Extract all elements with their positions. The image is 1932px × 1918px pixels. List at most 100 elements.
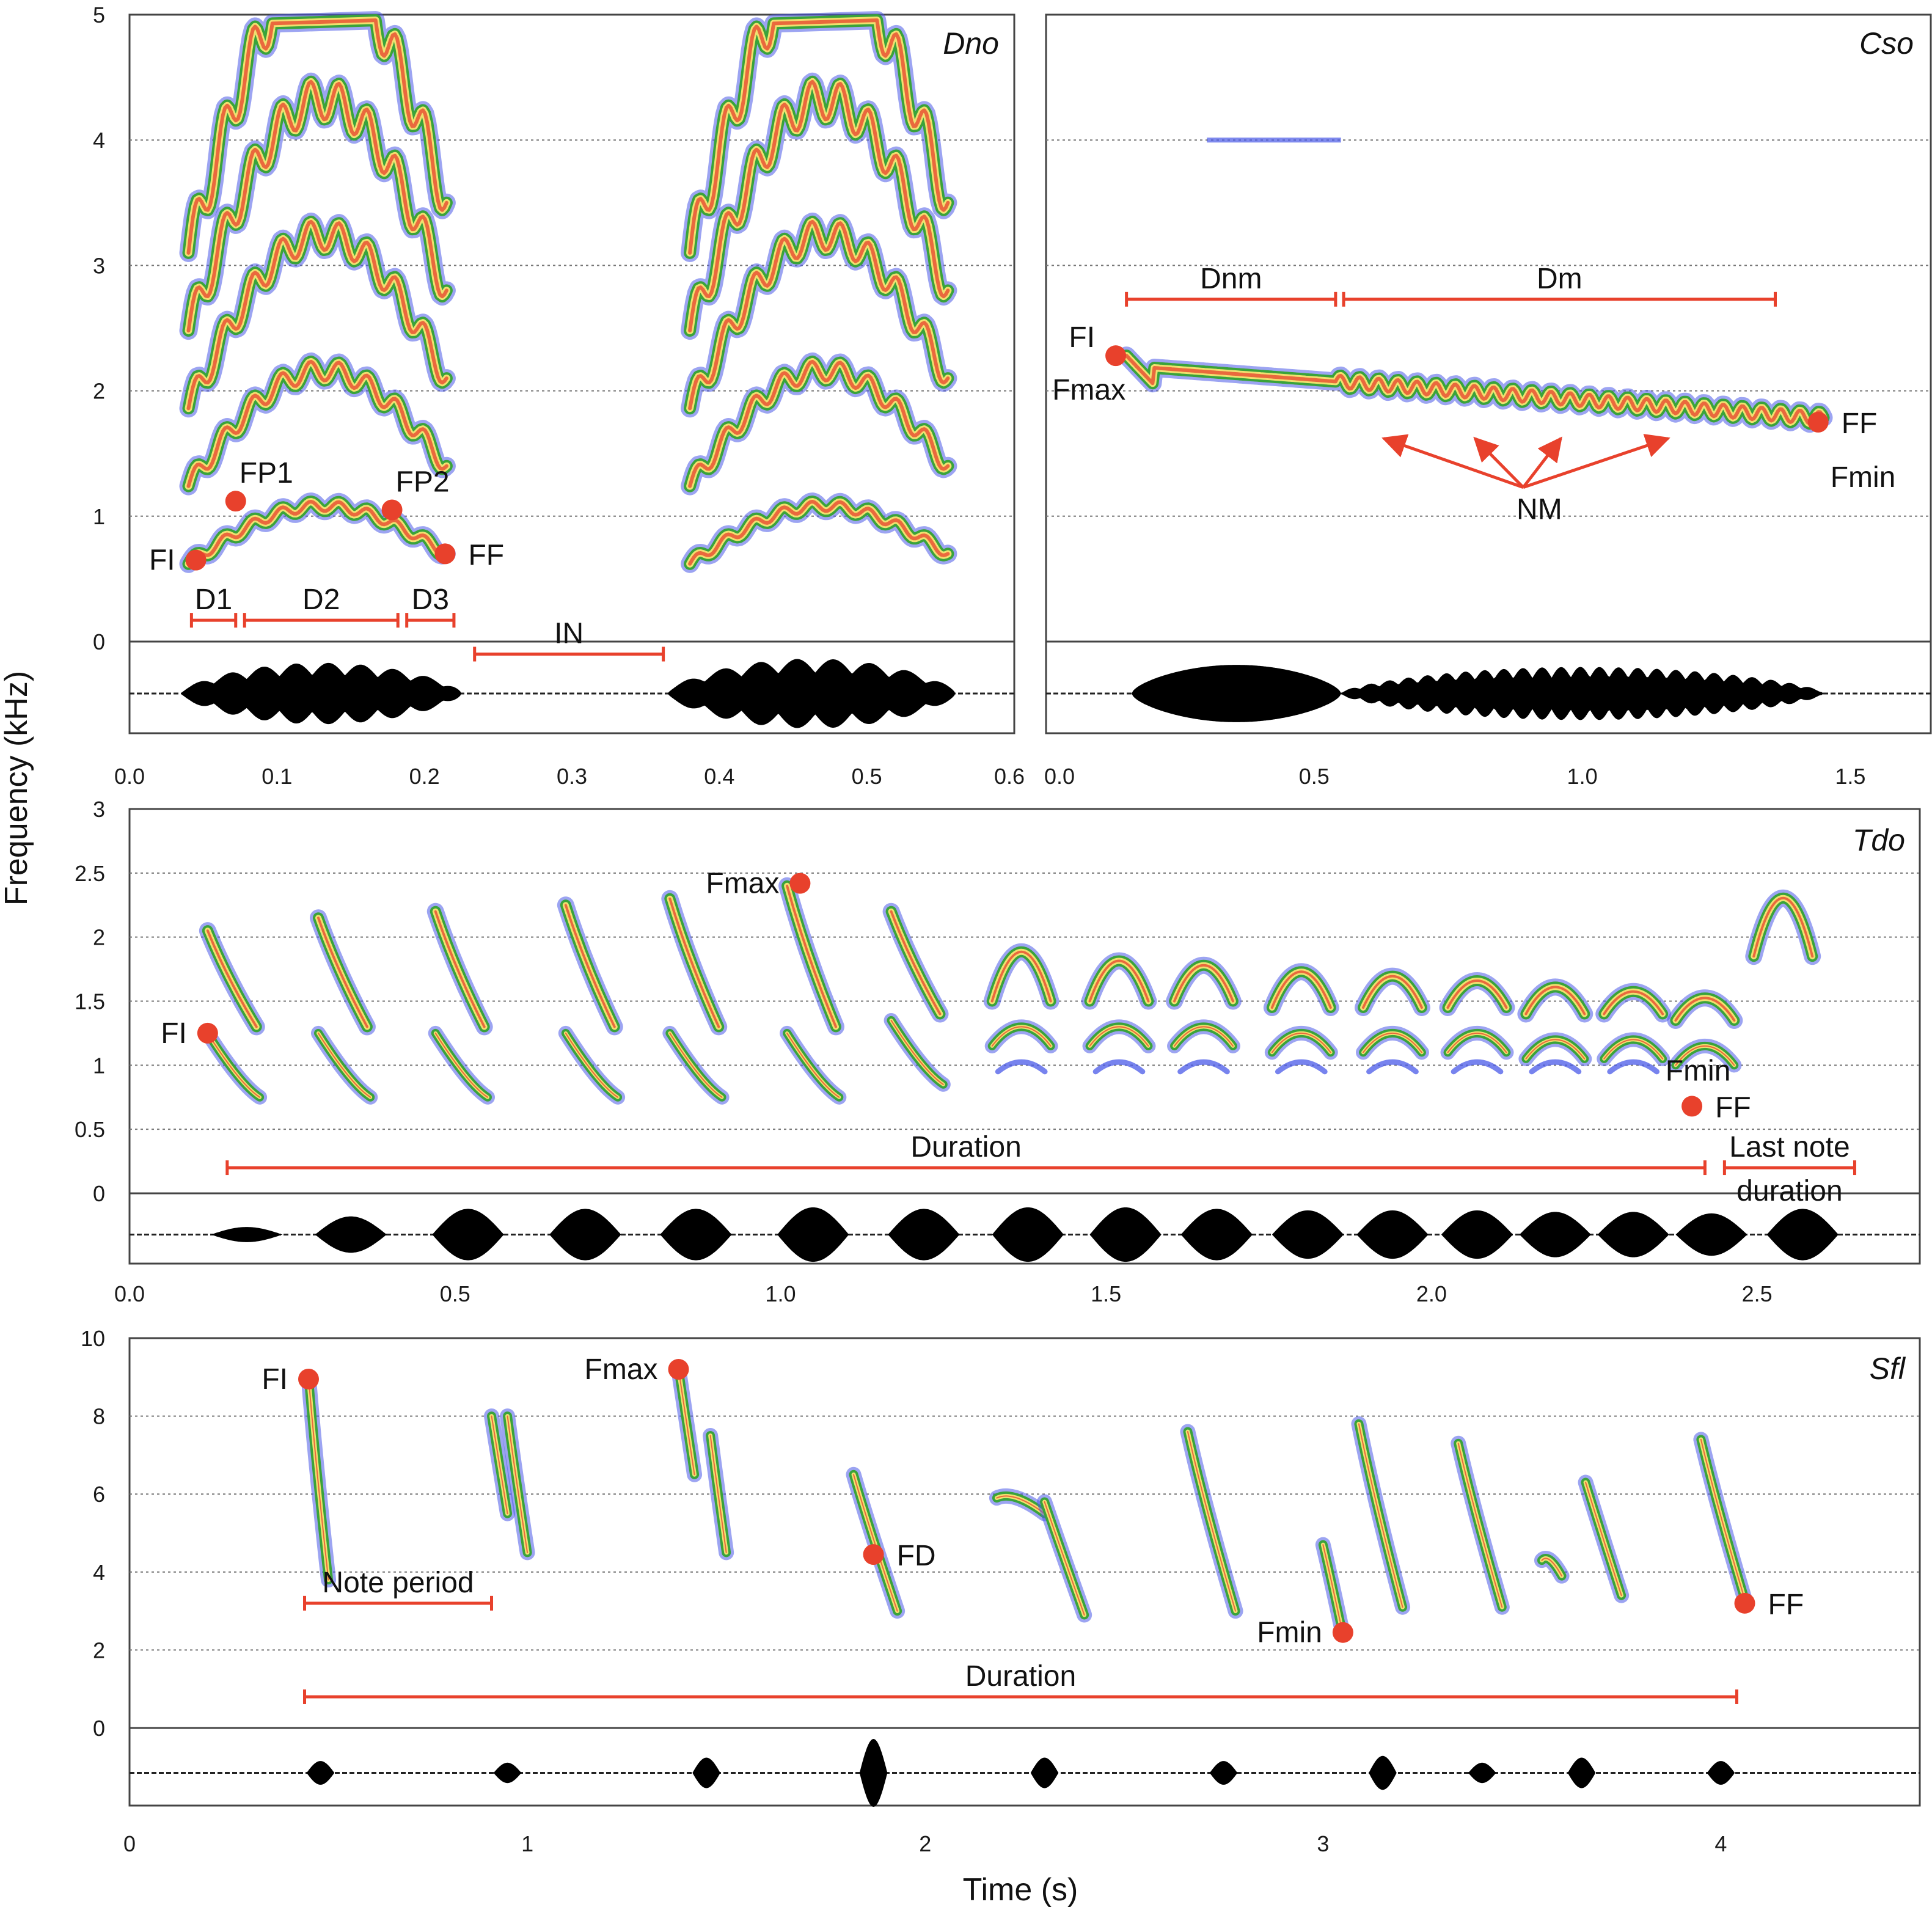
y-tick-label: 2: [93, 925, 105, 950]
note-harmonic: [995, 1059, 1048, 1075]
nm-arrow: [1523, 434, 1670, 489]
interval-label: D3: [412, 584, 449, 616]
interval-label: Note period: [322, 1567, 474, 1599]
note-harmonic: [1607, 1059, 1660, 1075]
waveform-note: [692, 1757, 720, 1788]
note-peak: [186, 359, 448, 488]
note-peak: [1674, 997, 1736, 1022]
note-peak: [890, 910, 942, 1016]
note-peak: [207, 1032, 261, 1098]
spectrogram-marks: [301, 1361, 1753, 1642]
note-peak: [688, 359, 950, 488]
note-peak: [1446, 979, 1508, 1009]
interval-label: D2: [302, 584, 340, 616]
points: FI Fmax Fmin FF: [161, 868, 1751, 1124]
x-tick-label: 1.5: [1091, 1281, 1121, 1306]
point-marker: [1105, 345, 1127, 367]
spectrogram-marks: [199, 877, 1821, 1105]
waveform-segment: [1132, 665, 1341, 722]
note-peak: [688, 500, 950, 566]
y-tick-label: 0: [93, 1716, 105, 1741]
waveform-note: [1707, 1761, 1735, 1785]
note-peak: [709, 1435, 727, 1553]
waveform-note: [992, 1207, 1064, 1262]
waveform-note: [1272, 1210, 1344, 1259]
point-marker: [863, 1544, 884, 1565]
point-label: Fmax: [1052, 374, 1125, 406]
waveform: [1046, 665, 1931, 722]
waveform-note: [549, 1209, 621, 1261]
note-peak: [1362, 975, 1423, 1009]
note-peak: [434, 910, 486, 1028]
note-peak: [491, 1415, 508, 1515]
note-harmonic: [1366, 1059, 1419, 1075]
point-marker: [185, 549, 207, 571]
x-tick-label: 0.6: [994, 764, 1025, 789]
nm-arrows: NM: [1381, 434, 1670, 526]
y-axis-title: Frequency (kHz): [0, 671, 34, 906]
point-label: Fmax: [585, 1353, 658, 1386]
waveform-note: [1675, 1213, 1747, 1256]
waveform-note: [315, 1216, 387, 1253]
note-peak: [890, 1019, 944, 1085]
note-peak: [434, 1032, 488, 1098]
waveform-segment: [181, 662, 461, 725]
note-peak: [786, 884, 838, 1028]
y-tick-label: 0: [93, 629, 105, 654]
x-tick-label: 2: [919, 1831, 931, 1856]
point-marker: [668, 1359, 689, 1380]
y-tick-label: 6: [93, 1482, 105, 1507]
nm-arrow: [1522, 436, 1562, 489]
waveform-note: [432, 1209, 504, 1261]
interval-label-line: duration: [1736, 1175, 1842, 1207]
note-peak: [206, 929, 258, 1028]
note-peak: [688, 219, 950, 411]
y-tick-label: 0.5: [75, 1117, 105, 1142]
waveform-note: [1089, 1207, 1162, 1262]
point-label: Fmax: [706, 868, 779, 900]
x-tick-label: 3: [1317, 1831, 1329, 1856]
x-tick-label: 0.0: [114, 764, 145, 789]
waveform-segment: [667, 659, 956, 728]
x-tick-label: 0: [123, 1831, 136, 1856]
point-label: FF: [1842, 408, 1878, 440]
note-peak: [786, 1032, 840, 1098]
y-tick-label: 4: [93, 128, 105, 153]
waveform-note: [1441, 1210, 1513, 1259]
y-tick-label: 2.5: [75, 861, 105, 886]
waveform-note: [1597, 1212, 1669, 1257]
waveform-note: [1369, 1755, 1397, 1790]
waveform-note: [1356, 1210, 1429, 1259]
x-tick-label: 0.0: [114, 1281, 145, 1306]
note-peak: [1525, 1039, 1586, 1060]
x-tick-label: 1.0: [765, 1281, 796, 1306]
interval-label: IN: [554, 618, 584, 650]
x-tick-label: 0.2: [409, 764, 440, 789]
waveform-note: [211, 1227, 283, 1242]
note-peak: [1044, 1501, 1085, 1616]
x-tick-label: 0.3: [557, 764, 587, 789]
note-peak: [1447, 1032, 1507, 1053]
points: FI Fmax FD Fmin FF: [262, 1353, 1804, 1649]
panel-title: Tdo: [1853, 823, 1905, 857]
point-label: FF: [1715, 1091, 1751, 1124]
note-peak: [853, 1474, 898, 1612]
note-peak: [1585, 1482, 1622, 1597]
y-tick-label: 1: [93, 1053, 105, 1078]
note-peak: [1088, 959, 1150, 1003]
y-tick-label: 8: [93, 1404, 105, 1429]
intervals: Note period Duration: [302, 1567, 1738, 1704]
point-label: Fmin: [1666, 1055, 1731, 1087]
note-peak: [1173, 964, 1234, 1003]
y-tick-label: 1: [93, 504, 105, 529]
x-tick-label: 0.5: [440, 1281, 470, 1306]
y-tick-label: 5: [93, 2, 105, 27]
point-label: FP2: [396, 466, 450, 499]
waveform: [130, 1207, 1920, 1262]
note-peak: [565, 1032, 619, 1098]
note-peak: [1700, 1438, 1746, 1600]
note-peak: [996, 1495, 1045, 1515]
note-peak: [186, 500, 448, 566]
note-peak: [1270, 970, 1332, 1009]
panels-layer: 0 1 2 3 4 5 0.0 0.1 0.2 0.3 0.4 0.5 0.6 Dno D1 D2 D3 IN FI…: [75, 2, 1932, 1856]
